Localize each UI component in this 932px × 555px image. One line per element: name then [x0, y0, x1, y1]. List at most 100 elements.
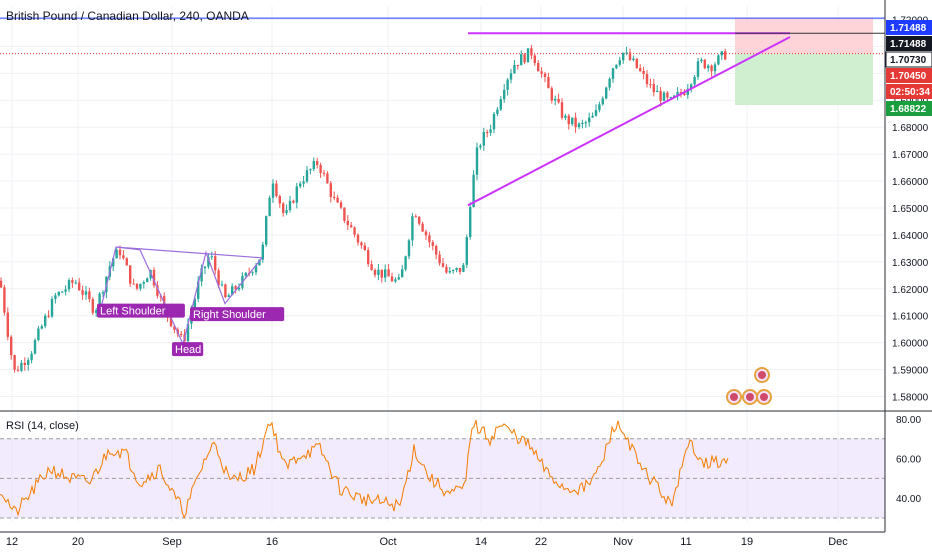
candle-body [305, 170, 309, 182]
candle-body [132, 283, 135, 285]
candle-body [642, 71, 645, 75]
candle-body [499, 99, 502, 110]
candle-body [523, 54, 526, 63]
pattern-label-bg [172, 342, 204, 357]
neckline [115, 246, 263, 259]
candle-body [197, 281, 200, 299]
candle-body [180, 334, 183, 336]
candle-body [98, 293, 101, 311]
time-tick-label: 12 [6, 536, 18, 548]
candle-body [693, 76, 696, 85]
candle-body [724, 51, 727, 60]
event-flag-icon [758, 371, 766, 379]
candle-body [605, 87, 608, 99]
candle-body [540, 71, 543, 74]
price-tick-label: 1.66000 [892, 177, 929, 188]
price-axis-label-bg [886, 20, 932, 35]
candle-body [577, 123, 581, 128]
candle-body [27, 360, 30, 366]
candle-body [265, 216, 268, 245]
candle-body [278, 195, 281, 204]
candle-body [645, 74, 649, 85]
candle-body [373, 270, 377, 275]
price-tick-label: 1.63000 [892, 258, 929, 269]
candle-body [193, 298, 196, 312]
candle-body [282, 203, 285, 213]
candle-body [44, 315, 47, 327]
event-flag-icon [746, 393, 754, 401]
candle-body [625, 52, 628, 54]
candle-body [173, 326, 176, 330]
candle-body [482, 132, 485, 146]
price-axis-label: 02:50:34 [890, 87, 930, 98]
candle-body [20, 362, 23, 371]
price-tick-label: 1.62000 [892, 285, 929, 296]
candle-body [690, 84, 693, 89]
candle-body [594, 110, 598, 116]
candle-body [356, 234, 360, 243]
candle-body [95, 310, 98, 313]
candle-body [649, 84, 652, 86]
candle-body [10, 336, 13, 356]
time-tick-label: 22 [535, 536, 547, 548]
candle-body [40, 326, 43, 329]
candle-body [156, 285, 159, 296]
candle-body [163, 296, 166, 306]
time-tick-label: 16 [266, 536, 278, 548]
candle-body [292, 200, 295, 203]
pattern-label: Right Shoulder [193, 309, 266, 321]
candle-body [101, 292, 105, 294]
candle-body [333, 196, 336, 198]
take-profit-zone [735, 53, 873, 106]
candle-body [591, 115, 594, 118]
candle-body [81, 290, 84, 295]
price-tick-label: 1.60000 [892, 339, 929, 350]
candle-body [299, 183, 302, 187]
candle-body [33, 340, 37, 354]
candle-body [489, 129, 492, 133]
candle-body [421, 223, 424, 232]
candle-body [152, 270, 156, 286]
candle-body [632, 58, 635, 61]
price-axis-label: 1.71488 [890, 23, 927, 34]
price-axis-label-bg [886, 101, 932, 116]
candle-body [707, 65, 710, 69]
candle-body [564, 115, 567, 118]
candle-body [295, 186, 298, 203]
candle-body [407, 240, 411, 257]
candle-body [217, 270, 220, 286]
candle-body [363, 245, 366, 251]
candle-body [588, 117, 591, 123]
price-axis-label-bg [885, 51, 932, 68]
candle-body [288, 200, 292, 211]
candle-body [676, 91, 679, 96]
candle-body [64, 289, 67, 292]
candle-body [316, 161, 319, 166]
candle-body [360, 242, 363, 246]
candle-body [3, 287, 6, 313]
rsi-line [0, 419, 729, 519]
candle-body [445, 266, 448, 273]
candle-body [50, 299, 54, 317]
candle-body [146, 278, 149, 283]
candle-body [652, 84, 655, 93]
candle-body [492, 113, 496, 130]
candle-body [666, 92, 669, 98]
candle-body [509, 73, 513, 80]
candle-body [516, 64, 519, 66]
candle-body [271, 183, 275, 198]
candle-body [61, 291, 64, 293]
candle-body [13, 355, 16, 370]
candle-body [367, 250, 370, 265]
candle-body [710, 65, 713, 72]
candle-body [261, 244, 264, 260]
candle-body [234, 286, 237, 290]
rsi-title: RSI (14, close) [6, 420, 79, 432]
candle-body [54, 295, 57, 300]
time-tick-label: 19 [741, 536, 753, 548]
candle-body [186, 323, 190, 342]
candle-body [700, 59, 703, 62]
candle-body [656, 90, 659, 93]
